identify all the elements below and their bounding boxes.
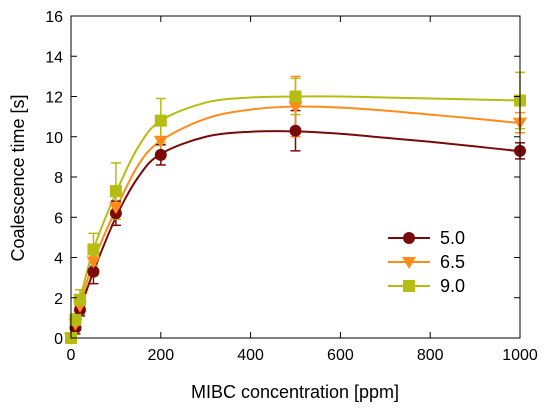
x-axis-title: MIBC concentration [ppm] (191, 382, 399, 402)
y-tick-label: 6 (54, 210, 63, 227)
y-tick-label: 2 (54, 291, 63, 308)
legend-marker (402, 257, 416, 269)
legend-label: 9.0 (440, 276, 465, 296)
data-point-9.0 (73, 293, 86, 306)
y-tick-label: 0 (54, 331, 63, 348)
data-markers (64, 90, 527, 345)
x-tick-label: 1000 (502, 347, 538, 364)
data-point-9.0 (69, 313, 82, 326)
y-tick-label: 4 (54, 251, 63, 268)
legend-marker (403, 280, 415, 292)
axes: 0 200 400 600 800 1000 0 2 4 6 8 10 12 14 16 (45, 9, 538, 364)
y-tick-label: 10 (45, 130, 63, 147)
y-axis-title: Coalescence time [s] (8, 94, 28, 261)
data-point-9.0 (289, 90, 302, 103)
data-point-9.0 (154, 114, 167, 127)
y-tick-label: 16 (45, 9, 63, 26)
data-point-5.0 (87, 265, 100, 278)
data-point-6.5 (108, 202, 123, 215)
y-tick-label: 12 (45, 90, 63, 107)
x-tick-label: 600 (327, 347, 354, 364)
x-tick-label: 200 (147, 347, 174, 364)
data-point-9.0 (109, 185, 122, 198)
legend-marker (403, 232, 415, 244)
x-tick-label: 0 (67, 347, 76, 364)
y-tick-label: 14 (45, 49, 63, 66)
data-point-5.0 (154, 148, 167, 161)
legend-label: 5.0 (440, 228, 465, 248)
data-point-6.5 (288, 101, 303, 114)
data-point-6.5 (86, 256, 101, 269)
legend: 5.0 6.5 9.0 (388, 228, 465, 296)
x-tick-label: 800 (417, 347, 444, 364)
data-point-6.5 (153, 135, 168, 148)
data-point-9.0 (87, 243, 100, 256)
data-point-5.0 (289, 124, 302, 137)
legend-label: 6.5 (440, 252, 465, 272)
x-tick-label: 400 (237, 347, 264, 364)
y-tick-label: 8 (54, 170, 63, 187)
